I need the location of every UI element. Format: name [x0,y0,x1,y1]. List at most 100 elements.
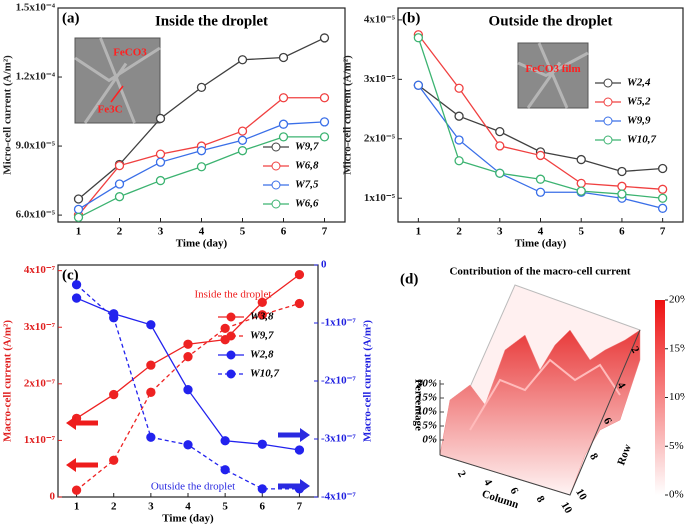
panel-label: (d) [400,271,418,287]
y2-tick-label: -4x10⁻⁷ [321,491,356,503]
legend-marker [226,312,236,322]
legend-label: W10,7 [250,368,280,380]
legend-label: W9,9 [627,115,651,127]
arrow [66,458,98,472]
legend-label: W10,7 [627,134,657,146]
legend-marker [271,161,281,171]
data-point [257,439,267,449]
data-point [71,485,82,495]
x-tick-label: 2 [456,226,462,238]
legend-label: W2,8 [250,349,274,361]
data-point [196,82,207,93]
x-tick-label: 5 [578,226,584,238]
data-point [71,293,82,303]
data-point [155,175,166,186]
arrow [66,416,98,430]
data-point [657,203,668,213]
inset-label: FeCO3 film [525,63,580,75]
data-point [454,156,464,166]
inset-arrow [110,85,124,103]
x-tick-label: 7 [660,226,666,238]
data-point [413,80,424,90]
data-point [220,436,230,446]
y-tick-label: 4x10⁻⁷ [24,264,56,276]
y-tick-label: 2x10⁻⁵ [364,132,396,144]
colorbar-label: 20% [669,294,685,306]
x-axis-label: Time (day) [515,238,567,250]
row-tick-label: 4 [615,380,628,391]
x-tick-label: 1 [74,501,80,513]
data-point [454,111,464,121]
legend-label: W6,6 [295,198,319,210]
panel-label: (c) [62,267,79,283]
colorbar-label: 10% [669,391,685,403]
row-tick-label: 8 [587,451,600,462]
data-point [155,157,166,167]
y-tick-label: 1x10⁻⁵ [364,192,396,204]
legend-label: W3,8 [250,311,274,323]
y-tick-label: 4x10⁻⁵ [364,13,396,25]
y-tick-label: 6.0x10⁻⁵ [16,209,56,221]
data-point [71,280,82,290]
data-point [146,387,156,397]
legend-marker [603,135,613,145]
x-tick-label: 3 [148,501,154,513]
x-tick-label: 4 [538,226,544,238]
legend-label: W9,7 [295,141,319,153]
panel-label: (b) [402,10,420,26]
x-axis-label: Time (day) [162,513,214,524]
colorbar-label: 5% [669,440,684,452]
panel-title: Inside the droplet [155,13,268,29]
x-tick-label: 8 [534,494,547,505]
x-tick-label: 3 [158,226,164,238]
data-point [237,146,248,156]
x-tick-label: 7 [322,226,328,238]
row-tick-label: 2 [628,345,641,356]
x-tick-label: 3 [497,226,503,238]
data-point [237,126,248,136]
data-point [155,149,166,159]
data-point [294,298,305,309]
x-axis-label: Time (day) [176,238,228,250]
data-point [73,212,84,223]
data-point [657,193,668,203]
data-point [657,184,668,194]
z-tick-label: 15% [417,392,437,404]
data-point [495,126,505,137]
data-point [278,52,289,63]
y2-tick-label: -3x10⁻⁷ [321,433,356,445]
legend-label: W2,4 [627,77,651,89]
data-point [114,179,125,189]
colorbar [655,300,665,495]
legend-marker [271,199,281,209]
data-point [146,320,156,330]
data-point [319,33,330,43]
x-tick-label: 4 [199,226,205,238]
x-tick-label: 7 [297,501,303,513]
data-point [535,187,546,197]
x-tick-label: 2 [455,469,468,480]
x-tick-label: 6 [619,226,625,238]
data-point [294,445,305,455]
panel-title: Outside the droplet [489,13,613,29]
y-tick-label: 9.0x10⁻⁵ [16,140,56,152]
data-point [257,297,267,307]
data-point [617,181,627,191]
legend-marker [271,180,281,190]
y-tick-label: 0 [50,491,56,503]
data-point [319,132,330,142]
y-axis-label: Macro-cell current (A/m²) [2,320,14,442]
y2-tick-label: -2x10⁻⁷ [321,375,356,387]
plot-frame [57,264,319,498]
data-point [278,93,289,103]
data-point [183,352,193,362]
data-point [576,186,586,196]
data-point [576,154,586,165]
x-tick-label: 2 [117,226,123,238]
x-tick-label: 5 [222,501,228,513]
data-point [617,189,627,199]
z-tick-label: 0% [422,434,437,446]
data-point [454,83,464,93]
x-tick-label: 1 [76,226,82,238]
